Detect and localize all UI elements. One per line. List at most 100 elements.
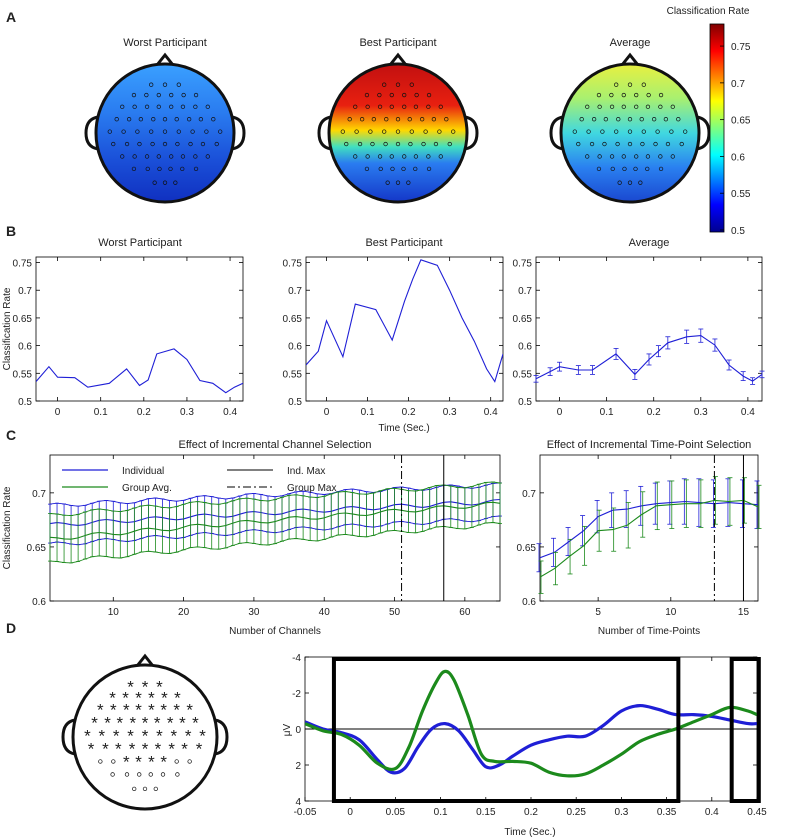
- electrode: [663, 117, 669, 122]
- electrode: [413, 154, 419, 159]
- electrode: [126, 117, 132, 122]
- electrode: [395, 141, 401, 147]
- electrode: [200, 141, 206, 147]
- electrode: [382, 129, 387, 134]
- electrode: [585, 154, 590, 159]
- electrode: [627, 180, 633, 185]
- selected-electrode: *: [129, 740, 136, 759]
- b-axes-box: [535, 256, 763, 402]
- electrode: [645, 166, 650, 172]
- c-xtick-label: 40: [319, 607, 331, 618]
- electrode: [633, 166, 638, 172]
- electrode: [451, 129, 456, 134]
- b-title-worst: Worst Participant: [98, 237, 182, 249]
- electrode: [433, 141, 439, 147]
- panel-letter-a: A: [6, 9, 16, 25]
- electrode: [634, 154, 639, 159]
- d-xtick-label: 0.05: [386, 807, 406, 818]
- b-ytick-label: 0.6: [518, 342, 532, 353]
- c2-series-line: [540, 499, 758, 578]
- c-axes-channels: 10 20 30 40 50 60 0.6 0.65 0.7: [27, 454, 502, 618]
- electrode: [354, 129, 359, 134]
- electrode: [406, 180, 411, 185]
- colorbar-tick-label: 0.65: [731, 116, 751, 127]
- electrode: [395, 117, 401, 122]
- electrode: [131, 166, 137, 172]
- electrode: [162, 82, 168, 87]
- b-xtick-label: 0.3: [180, 407, 194, 418]
- b-xtick-label: 0: [324, 407, 330, 418]
- electrode: [169, 154, 174, 159]
- selected-electrode: *: [196, 740, 203, 759]
- selected-electrode: *: [123, 701, 130, 720]
- selected-electrode: *: [181, 740, 188, 759]
- electrode: [218, 129, 223, 134]
- electrode: [137, 772, 142, 777]
- electrode: [645, 154, 651, 159]
- b-ytick-label: 0.75: [283, 259, 303, 270]
- electrode: [610, 166, 615, 172]
- d-ytick-label: -2: [292, 689, 301, 700]
- electrode: [193, 104, 198, 109]
- b-xlabel: Time (Sec.): [378, 423, 429, 434]
- c-xtick-label: 20: [178, 607, 190, 618]
- electrode: [175, 772, 180, 777]
- electrode: [389, 154, 394, 159]
- c-xlabel-timepoints: Number of Time-Points: [598, 626, 700, 637]
- left-ear: [317, 115, 332, 151]
- electrode: [132, 154, 137, 159]
- electrode: [149, 129, 154, 134]
- c-title-timepoints: Effect of Incremental Time-Point Selecti…: [547, 439, 752, 451]
- electrode: [413, 104, 419, 109]
- scalp-map: [559, 62, 701, 204]
- right-ear: [214, 718, 229, 756]
- electrode: [175, 141, 180, 147]
- c-xtick-label: 30: [248, 607, 260, 618]
- electrode: [169, 104, 174, 109]
- b-xtick-label: 0: [55, 407, 61, 418]
- b-ytick-label: 0.5: [18, 397, 32, 408]
- electrode: [669, 129, 674, 134]
- electrode: [591, 117, 597, 122]
- electrode: [173, 180, 178, 185]
- electrode: [153, 786, 158, 791]
- b-xtick-label: 0.2: [402, 407, 416, 418]
- electrode: [395, 180, 401, 185]
- electrode: [132, 786, 137, 791]
- electrode: [447, 141, 452, 147]
- c-ytick-label: 0.6: [32, 597, 46, 608]
- electrode: [627, 117, 633, 122]
- electrode: [586, 129, 591, 134]
- electrode: [135, 129, 140, 134]
- selected-electrode: *: [127, 727, 134, 746]
- electrode: [382, 82, 387, 87]
- electrode: [670, 154, 675, 159]
- electrode: [634, 104, 639, 109]
- b-xtick-label: 0.1: [94, 407, 108, 418]
- electrode: [142, 786, 148, 791]
- electrode: [149, 82, 154, 87]
- b-ytick-label: 0.7: [18, 286, 32, 297]
- electrode: [344, 141, 349, 147]
- electrode: [357, 141, 363, 147]
- nose: [155, 52, 175, 66]
- b-xtick-label: 0: [557, 407, 563, 418]
- electrode: [437, 129, 442, 134]
- electrode: [414, 92, 419, 98]
- electrode: [180, 166, 185, 172]
- b-xtick-label: 0.4: [484, 407, 498, 418]
- panel-d-erp: * * ** * * * * ** * * * * * * ** * * * * * * * ** * * * * * * * ** * * * *…: [61, 653, 767, 838]
- selected-electrode: *: [110, 701, 117, 720]
- electrode: [156, 154, 161, 159]
- d-xtick-label: 0.1: [434, 807, 448, 818]
- electrode: [193, 154, 198, 159]
- c-ylabel: Classification Rate: [2, 486, 13, 569]
- electrode: [174, 759, 179, 764]
- electrode: [152, 180, 157, 185]
- selected-electrode: *: [148, 752, 155, 771]
- selected-electrode: *: [135, 701, 142, 720]
- electrode: [121, 129, 126, 134]
- electrode: [683, 129, 688, 134]
- electrode: [193, 92, 199, 98]
